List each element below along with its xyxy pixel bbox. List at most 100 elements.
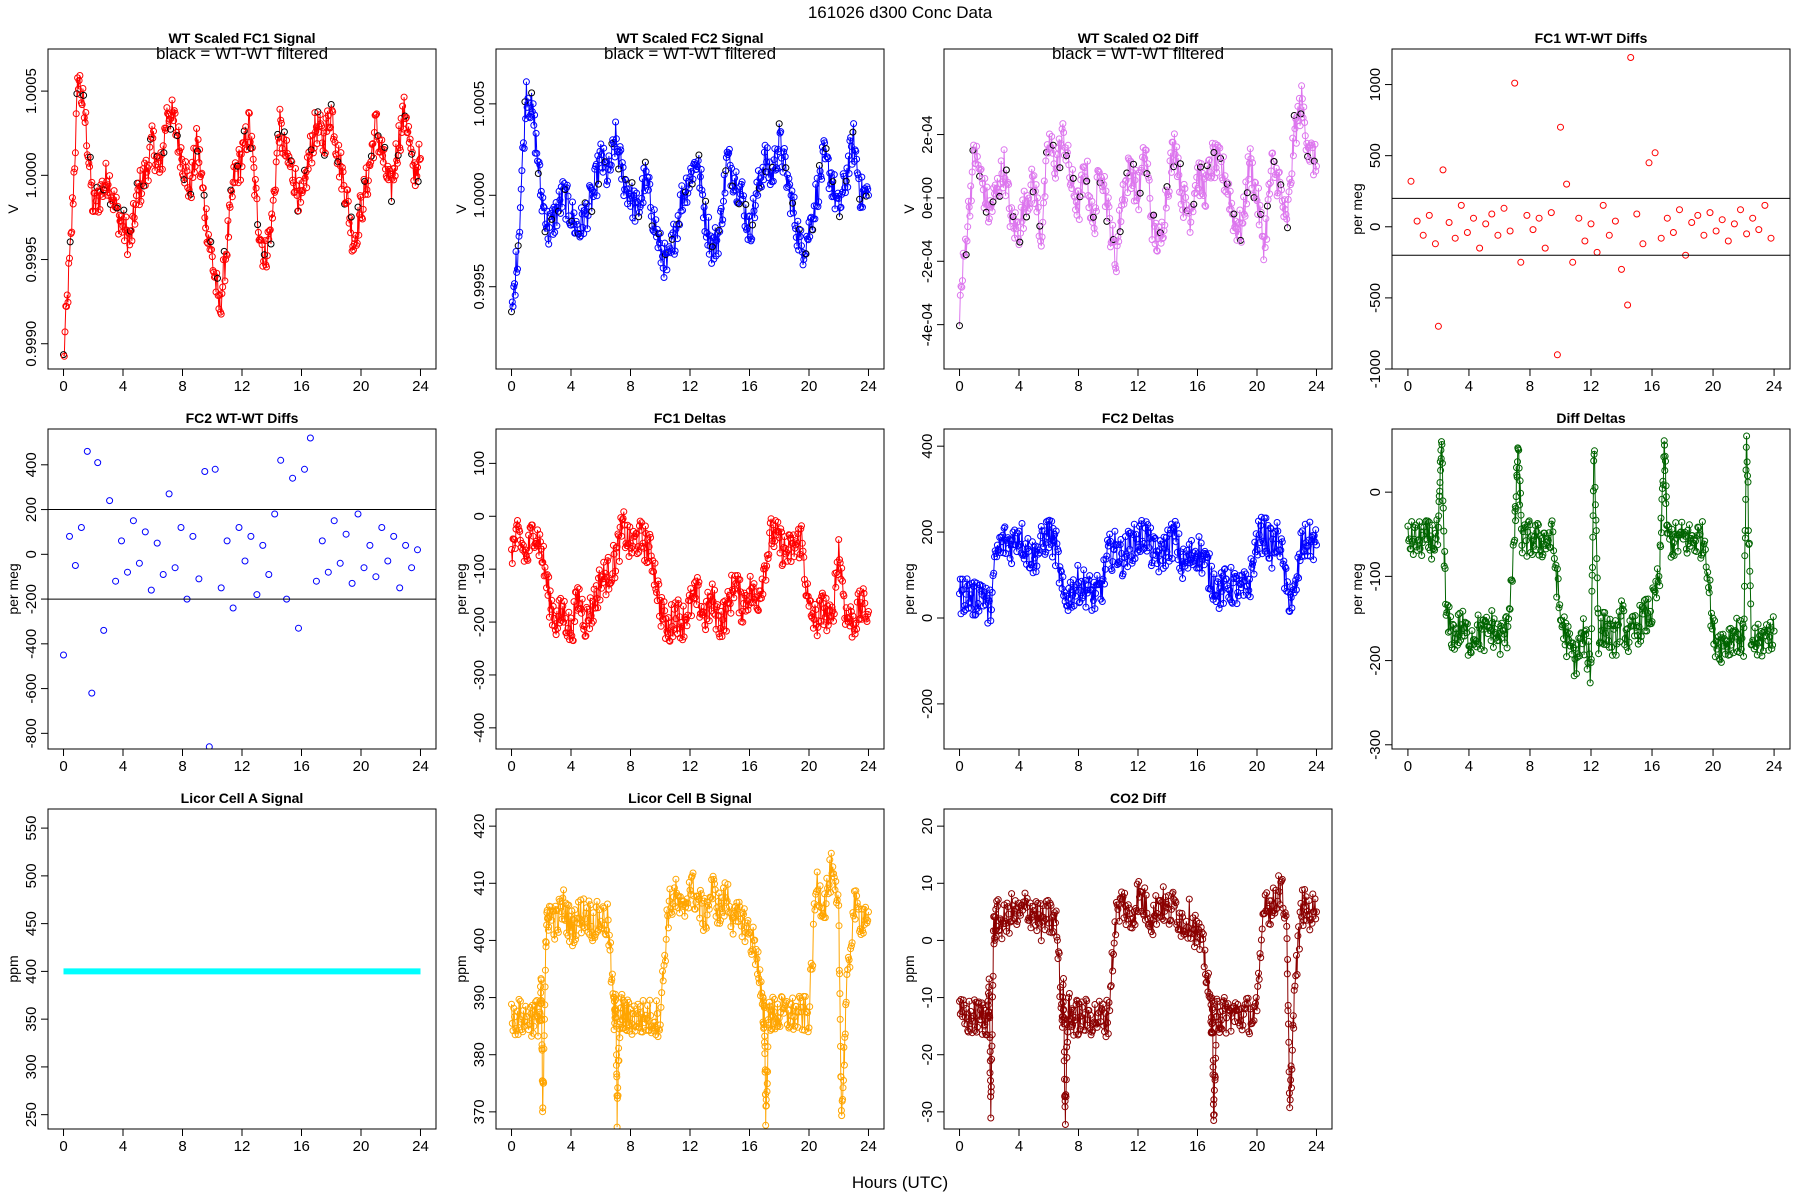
data-point (966, 598, 974, 606)
data-point (1532, 546, 1540, 554)
data-point (758, 989, 766, 997)
data-point (1255, 531, 1263, 539)
data-point (839, 188, 846, 196)
data-point (142, 156, 150, 164)
data-point (383, 174, 391, 182)
data-point (1459, 607, 1467, 615)
data-point (1054, 164, 1062, 172)
data-point (408, 564, 416, 572)
data-point (643, 559, 651, 567)
data-point (1071, 193, 1079, 201)
data-point (1698, 518, 1706, 526)
data-point (1014, 917, 1021, 925)
x-tick-label: 24 (860, 758, 877, 775)
data-point (616, 1034, 624, 1042)
data-point (1737, 645, 1745, 653)
data-point (527, 524, 535, 532)
data-point (1111, 261, 1119, 269)
data-point (1439, 504, 1447, 512)
data-point (1049, 149, 1056, 157)
data-point (608, 976, 616, 983)
data-point (749, 923, 757, 931)
data-point (1240, 193, 1248, 201)
data-point (1040, 527, 1048, 535)
data-point (1217, 600, 1224, 608)
data-point (60, 651, 67, 659)
data-point (789, 531, 797, 539)
data-point (695, 151, 703, 159)
data-point (1133, 197, 1140, 205)
data-point (1209, 1063, 1217, 1071)
y-tick-label: -4e-04 (919, 303, 936, 346)
data-point (1032, 181, 1040, 189)
data-point (1230, 210, 1238, 218)
data-point (997, 533, 1005, 541)
data-point (719, 616, 727, 624)
data-point (971, 611, 979, 619)
data-point (522, 1002, 530, 1010)
data-point (676, 221, 684, 229)
data-point (1033, 208, 1041, 216)
data-point (548, 215, 556, 223)
data-point (1285, 1038, 1293, 1046)
data-point (1293, 573, 1301, 581)
data-point (1126, 172, 1134, 180)
data-point (1669, 550, 1677, 558)
data-point (1255, 184, 1262, 192)
data-point (144, 177, 152, 185)
data-point (1590, 457, 1598, 465)
data-point (1056, 993, 1064, 1001)
data-point (1106, 530, 1114, 538)
data-point (697, 165, 705, 173)
data-point (115, 230, 123, 238)
data-point (815, 198, 823, 206)
x-tick-label: 8 (178, 378, 186, 395)
data-point (660, 274, 668, 281)
data-point (159, 571, 167, 578)
data-point (1202, 202, 1210, 210)
x-tick-label: 24 (860, 378, 877, 395)
data-point (516, 528, 524, 535)
data-point (61, 328, 69, 336)
data-point (1068, 185, 1076, 192)
data-point (670, 626, 678, 634)
data-point (634, 1000, 642, 1008)
data-point (171, 564, 179, 572)
data-point (654, 577, 662, 585)
data-point (993, 553, 1001, 561)
data-point (1741, 552, 1749, 560)
data-point (1612, 651, 1620, 659)
data-point (1059, 573, 1067, 581)
data-point (601, 569, 609, 577)
data-point (1084, 192, 1092, 199)
data-point (529, 100, 537, 108)
data-point (1500, 204, 1508, 212)
data-point (973, 1028, 981, 1036)
data-point (1201, 946, 1209, 954)
data-point (1662, 457, 1669, 465)
data-point (1185, 209, 1193, 217)
data-point (823, 874, 831, 882)
data-point (853, 155, 861, 163)
data-point (836, 970, 844, 978)
data-point (316, 111, 324, 119)
data-point (991, 934, 999, 942)
data-point (158, 151, 166, 159)
data-point (1298, 913, 1306, 921)
data-point (1737, 206, 1744, 214)
data-point (522, 115, 530, 123)
data-point (1290, 112, 1298, 119)
data-point (560, 915, 568, 923)
data-point (989, 993, 996, 1001)
data-point (785, 1024, 793, 1032)
data-point (677, 207, 685, 215)
data-point (1069, 166, 1077, 173)
data-point (814, 623, 822, 631)
data-point (1273, 192, 1281, 200)
data-point (763, 1067, 771, 1075)
data-point (281, 151, 289, 159)
data-point (786, 531, 794, 539)
data-point (1468, 627, 1476, 635)
x-tick-label: 12 (682, 758, 699, 775)
